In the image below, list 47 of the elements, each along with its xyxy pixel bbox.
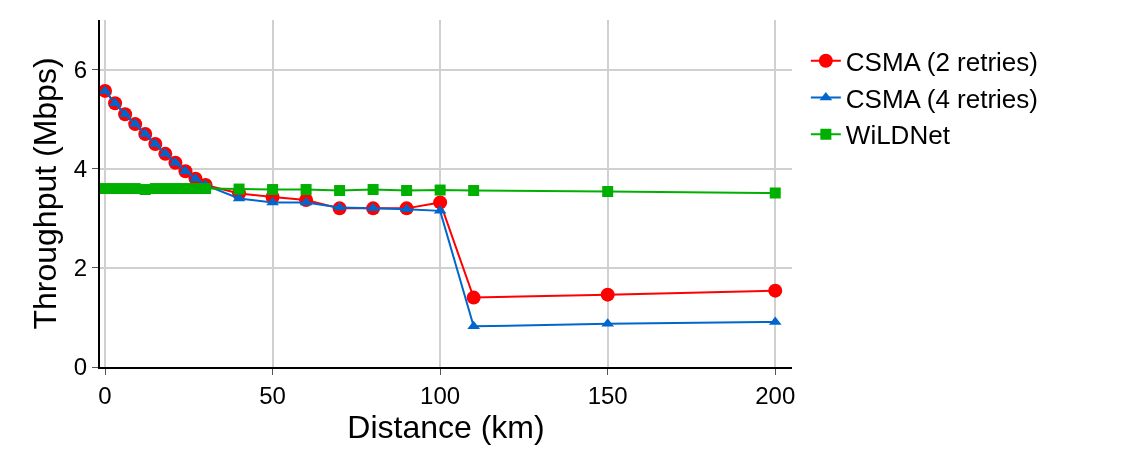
point xyxy=(119,183,131,195)
point xyxy=(109,183,121,195)
point xyxy=(768,283,783,298)
x-tick-label: 150 xyxy=(587,381,628,409)
point xyxy=(200,183,212,195)
point xyxy=(190,183,202,195)
point xyxy=(769,187,781,199)
point xyxy=(169,183,181,195)
x-axis-title: Distance (km) xyxy=(347,408,545,445)
legend-label: CSMA (2 retries) xyxy=(845,46,1038,77)
point xyxy=(139,184,151,196)
point xyxy=(129,183,141,195)
point xyxy=(300,184,312,196)
point xyxy=(401,185,413,197)
legend-label: CSMA (4 retries) xyxy=(845,83,1038,114)
point xyxy=(149,183,161,195)
y-tick-label: 0 xyxy=(73,353,88,381)
x-tick-label: 50 xyxy=(259,381,286,409)
point xyxy=(466,290,481,305)
point xyxy=(366,202,380,212)
point xyxy=(434,184,446,196)
point xyxy=(433,195,448,210)
y-tick-label: 4 xyxy=(73,155,88,183)
point xyxy=(468,185,480,197)
x-tick-label: 100 xyxy=(420,381,461,409)
point xyxy=(108,97,122,107)
legend-label: WiLDNet xyxy=(845,120,951,151)
y-tick-label: 2 xyxy=(73,254,88,282)
y-tick-label: 6 xyxy=(73,55,88,83)
point xyxy=(299,196,313,206)
point xyxy=(334,185,346,197)
point xyxy=(100,183,111,195)
point xyxy=(179,183,191,195)
point xyxy=(159,183,171,195)
point xyxy=(232,192,246,202)
point xyxy=(233,183,245,195)
point xyxy=(467,320,480,330)
x-tick-label: 0 xyxy=(98,381,112,409)
point xyxy=(333,201,346,211)
point xyxy=(267,184,279,196)
point xyxy=(266,196,279,206)
point xyxy=(100,85,112,94)
point xyxy=(367,184,379,196)
x-tick-label: 200 xyxy=(755,381,796,409)
point xyxy=(602,186,614,198)
y-axis-title: Throughput (Mbps) xyxy=(26,57,63,330)
point xyxy=(600,287,615,302)
